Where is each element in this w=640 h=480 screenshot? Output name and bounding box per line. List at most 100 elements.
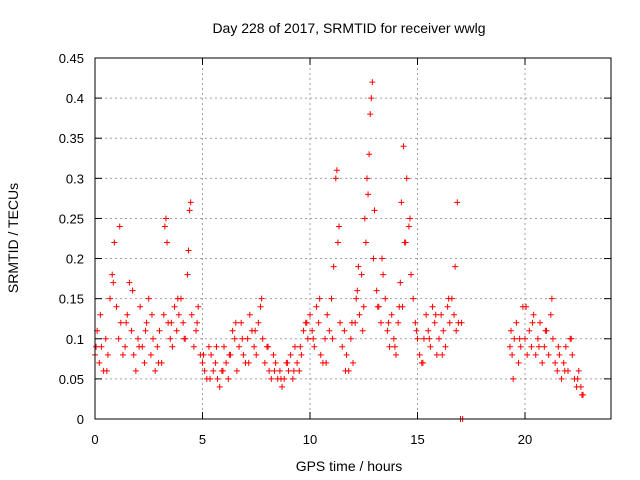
data-point — [97, 311, 104, 318]
data-point — [287, 351, 294, 358]
data-point — [111, 239, 118, 246]
data-point — [296, 367, 303, 374]
data-point — [175, 311, 182, 318]
data-point — [446, 319, 453, 326]
x-tick-label: 15 — [410, 432, 424, 447]
data-point — [162, 215, 169, 222]
data-point — [332, 175, 339, 182]
data-point — [366, 151, 373, 158]
data-point — [341, 327, 348, 334]
data-point — [326, 327, 333, 334]
data-point — [200, 351, 207, 358]
data-point — [171, 303, 178, 310]
data-point — [324, 311, 331, 318]
data-point — [439, 351, 446, 358]
data-point — [547, 311, 554, 318]
data-point — [406, 215, 413, 222]
data-point — [560, 359, 567, 366]
x-tick-label: 5 — [199, 432, 206, 447]
data-point — [311, 343, 318, 350]
data-point — [152, 367, 159, 374]
data-point — [452, 263, 459, 270]
data-point — [307, 311, 313, 318]
data-point — [156, 327, 163, 334]
data-point — [431, 319, 438, 326]
data-point — [348, 319, 355, 326]
data-point — [188, 311, 195, 318]
data-point — [548, 295, 555, 302]
data-point — [180, 319, 187, 326]
axis-ticks: 0 0.05 0.1 0.15 0.2 0.25 0.3 0.35 0.4 0.45 0 5 10 15 2… — [59, 51, 611, 447]
data-point — [395, 319, 402, 326]
data-point — [240, 351, 247, 358]
data-point — [408, 271, 415, 278]
data-point — [444, 303, 451, 310]
data-point — [549, 335, 556, 342]
data-point — [199, 359, 206, 366]
x-tick-label: 0 — [91, 432, 98, 447]
data-point — [369, 79, 376, 86]
data-point — [380, 271, 387, 278]
data-point — [244, 335, 251, 342]
data-point — [98, 343, 105, 350]
data-point — [356, 311, 363, 318]
data-points — [92, 79, 587, 422]
data-point — [386, 343, 393, 350]
data-point — [363, 175, 370, 182]
data-point — [359, 327, 366, 334]
data-point — [185, 247, 192, 254]
data-point — [509, 351, 516, 358]
data-point — [160, 311, 167, 318]
data-point — [414, 335, 421, 342]
data-point — [216, 383, 223, 390]
data-point — [169, 343, 176, 350]
data-point — [266, 367, 273, 374]
data-point — [229, 327, 236, 334]
data-point — [440, 327, 447, 334]
data-point — [238, 319, 245, 326]
data-point — [289, 375, 296, 382]
data-point — [150, 335, 157, 342]
data-point — [310, 335, 317, 342]
data-point — [239, 335, 246, 342]
data-point — [173, 327, 180, 334]
data-point — [290, 367, 297, 374]
data-point — [561, 367, 568, 374]
data-point — [167, 335, 174, 342]
data-point — [365, 191, 372, 198]
data-point — [298, 351, 305, 358]
plot-frame — [94, 57, 612, 420]
data-point — [384, 327, 391, 334]
data-point — [371, 207, 378, 214]
data-point — [343, 351, 350, 358]
data-point — [142, 327, 149, 334]
data-point — [137, 303, 144, 310]
y-axis-label: SRMTID / TECUs — [5, 183, 21, 293]
data-point — [210, 367, 217, 374]
data-point — [284, 359, 291, 366]
data-point — [534, 335, 541, 342]
data-point — [126, 279, 133, 286]
data-point — [367, 111, 374, 118]
data-point — [102, 335, 109, 342]
data-point — [433, 351, 440, 358]
data-point — [135, 335, 141, 342]
data-point — [155, 359, 162, 366]
data-point — [436, 335, 442, 342]
data-point — [93, 343, 100, 350]
data-point — [294, 359, 301, 366]
data-point — [385, 319, 392, 326]
data-point — [208, 351, 215, 358]
data-point — [511, 335, 518, 342]
data-point — [432, 311, 439, 318]
data-point — [268, 375, 275, 382]
data-point — [391, 343, 398, 350]
data-point — [304, 335, 311, 342]
data-point — [186, 207, 193, 214]
data-point — [420, 335, 427, 342]
data-point — [358, 271, 365, 278]
data-point — [322, 335, 329, 342]
data-point — [207, 375, 214, 382]
data-point — [397, 279, 404, 286]
data-point — [574, 375, 581, 382]
